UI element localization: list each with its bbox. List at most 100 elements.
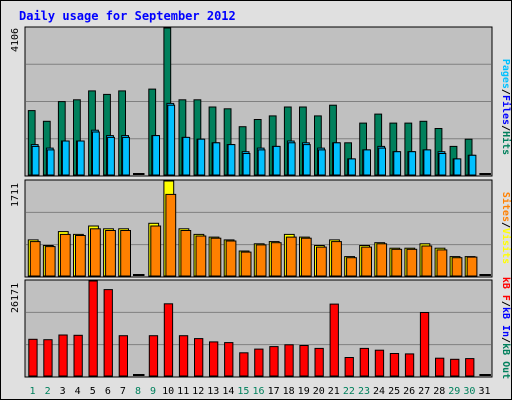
legend-entry: Hits (500, 131, 512, 155)
bottom-panel-bars (28, 280, 491, 377)
pages-bar (167, 104, 176, 176)
kb-f-bar (118, 335, 128, 377)
kb-f-bar (344, 357, 354, 377)
sites-bar (255, 244, 267, 277)
pages-bar (152, 135, 160, 176)
kb-f-bar (103, 289, 113, 377)
day-label: 6 (105, 386, 111, 397)
day-label: 26 (403, 386, 415, 397)
pages-bar (212, 142, 221, 176)
day-label: 5 (90, 386, 96, 397)
sites-bar (466, 256, 478, 277)
day-label: 16 (252, 386, 264, 397)
day-label: 2 (45, 386, 51, 397)
middle-ymax-label: 1711 (10, 183, 21, 207)
day-label: 11 (177, 386, 189, 397)
day-label: 17 (268, 386, 280, 397)
kb-f-bar (88, 280, 98, 377)
legend-entry: Pages (500, 59, 511, 89)
pages-bar (107, 136, 115, 176)
pages-bar (333, 142, 341, 176)
kb-f-bar (254, 348, 264, 377)
chart-title: Daily usage for September 2012 (19, 9, 236, 23)
day-label: 30 (463, 386, 475, 397)
pages-bar (348, 158, 356, 176)
sites-bar (75, 235, 86, 277)
legend-entry: Visits (500, 228, 512, 264)
bottom-panel: 26171 kB F/kB In/kB Out (10, 277, 511, 379)
pages-bar (46, 149, 55, 176)
bottom-ymax-label: 26171 (10, 283, 21, 313)
day-label: 8 (135, 386, 141, 397)
kb-f-bar (465, 358, 475, 377)
top-panel: 4106 Pages/Files/Hits (10, 26, 512, 177)
day-label: 12 (192, 386, 204, 397)
legend-entry: kB F (500, 277, 511, 301)
day-label: 31 (478, 386, 490, 397)
sites-bar (165, 193, 177, 277)
day-label: 28 (433, 386, 445, 397)
pages-bar (302, 144, 311, 176)
pages-bar (182, 136, 191, 176)
hits-bar (479, 173, 491, 175)
kb-f-bar (148, 335, 159, 377)
legend-entry: kB Out (500, 343, 511, 379)
bottom-legend: kB F/kB In/kB Out (500, 277, 511, 379)
kb-f-bar (404, 353, 415, 377)
kb-f-bar (209, 341, 219, 377)
sites-bar (451, 257, 463, 277)
kb-f-bar (43, 339, 53, 377)
sites-bar (105, 230, 116, 277)
kb-f-bar (133, 374, 145, 376)
kb-f-bar (239, 352, 249, 377)
top-panel-bars (27, 27, 491, 176)
day-label: 24 (373, 386, 385, 397)
day-label: 15 (237, 386, 249, 397)
sites-bar (391, 248, 403, 277)
day-label: 29 (448, 386, 460, 397)
kb-f-bar (450, 358, 460, 377)
kb-f-bar (479, 374, 491, 376)
sites-bar (300, 237, 312, 277)
kb-f-bar (163, 303, 174, 377)
sites-bar (285, 236, 297, 277)
kb-f-bar (389, 353, 400, 377)
pages-bar (122, 136, 130, 176)
legend-entry: / (500, 89, 511, 95)
sites-bar (421, 245, 433, 277)
kb-f-bar (269, 346, 279, 377)
pages-bar (61, 140, 70, 176)
day-label: 7 (120, 386, 126, 397)
pages-bar (257, 149, 266, 176)
kb-f-bar (419, 312, 430, 377)
sites-bar (44, 246, 56, 277)
kb-f-bar (28, 338, 38, 377)
sites-bar (361, 246, 373, 277)
kb-f-bar (58, 334, 68, 377)
day-label: 25 (388, 386, 400, 397)
kb-f-bar (194, 338, 204, 377)
kb-f-bar (435, 357, 445, 377)
kb-f-bar (329, 303, 339, 377)
legend-entry: / (500, 222, 511, 228)
legend-entry: / (500, 301, 511, 307)
x-axis-day-labels: 1 2 3 4 5 6 7 8 9 10 11 12 13 14 15 16 17 18 19 20 21 22 23 24 2… (29, 386, 490, 397)
middle-legend: Sites/Visits (500, 192, 512, 264)
sites-bar (180, 230, 192, 277)
middle-panel: 1711 Sites/Visits (10, 179, 512, 278)
visits-bar (479, 274, 491, 276)
pages-bar (242, 153, 251, 176)
day-label: 22 (343, 386, 355, 397)
sites-bar (436, 249, 448, 277)
pages-bar (363, 149, 372, 176)
legend-entry: Sites (500, 192, 512, 222)
kb-f-bar (359, 347, 370, 377)
legend-entry: / (500, 337, 511, 343)
day-label: 20 (313, 386, 325, 397)
day-label: 18 (283, 386, 295, 397)
top-ymax-label: 4106 (10, 28, 21, 52)
sites-bar (346, 257, 357, 277)
sites-bar (316, 246, 327, 277)
pages-bar (423, 149, 432, 176)
